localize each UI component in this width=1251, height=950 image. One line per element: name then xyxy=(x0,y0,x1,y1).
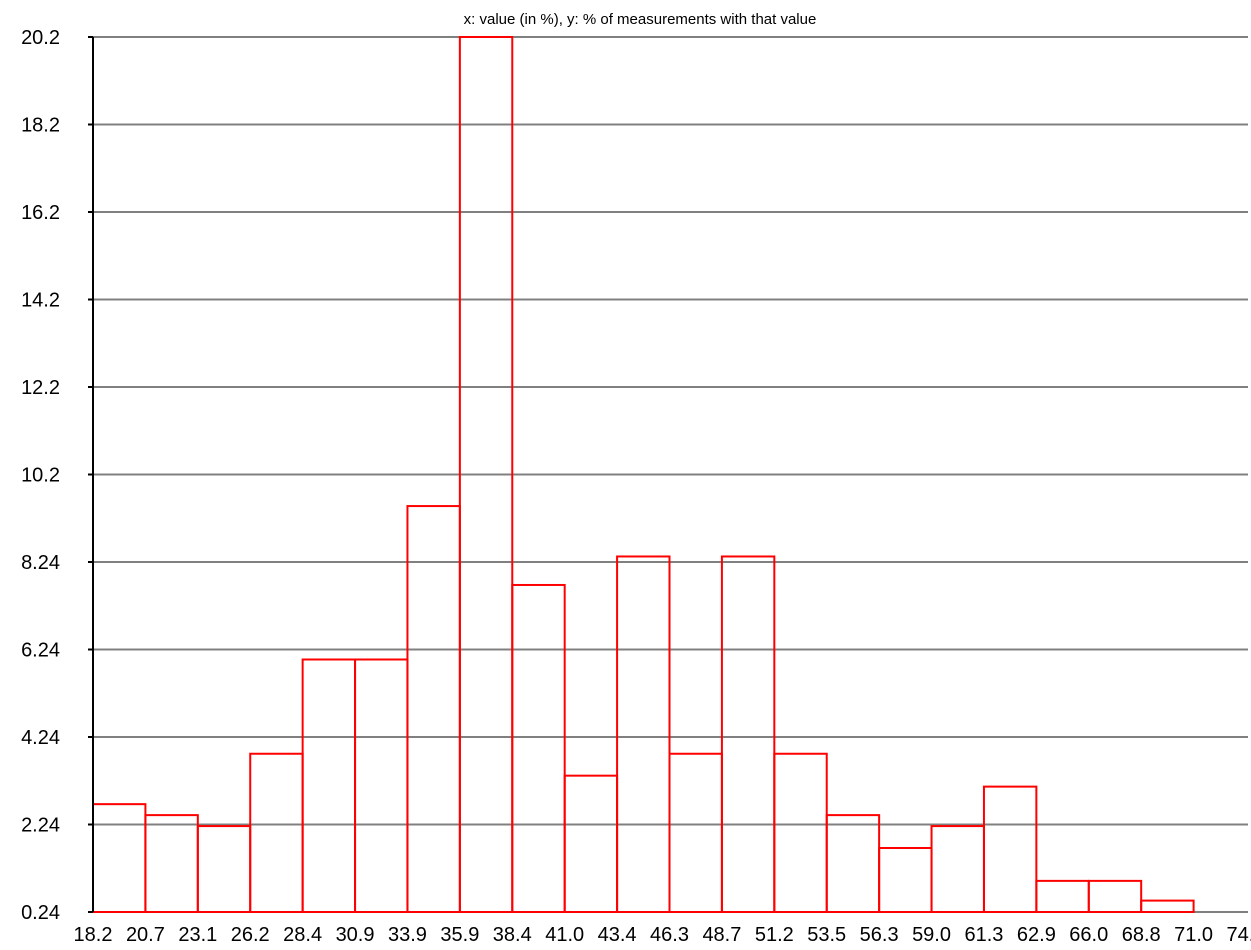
x-tick-label: 18.2 xyxy=(74,924,113,946)
x-tick-label: 71.0 xyxy=(1174,924,1213,946)
x-tick-label: 33.9 xyxy=(388,924,427,946)
histogram-bar xyxy=(1035,879,1090,913)
y-tick-label: 10.2 xyxy=(21,465,60,487)
histogram-bar xyxy=(668,752,723,913)
x-tick-label: 41.0 xyxy=(545,924,584,946)
x-tick-labels: 18.2 20.7 23.1 26.2 28.4 30.9 33.9 35.9 38.4 41.0… xyxy=(74,924,1251,946)
x-tick-label: 28.4 xyxy=(283,924,322,946)
histogram-bar xyxy=(196,825,252,914)
histogram-bar xyxy=(563,774,619,914)
histogram-bar xyxy=(301,658,357,913)
x-tick-label: 43.4 xyxy=(598,924,637,946)
histogram-bar xyxy=(92,803,147,913)
histogram-bar xyxy=(773,752,828,913)
histogram-bar xyxy=(878,846,933,914)
y-tick-label: 0.24 xyxy=(21,902,60,924)
y-tick-label: 20.2 xyxy=(21,27,60,49)
y-tick-label: 16.2 xyxy=(21,202,60,224)
x-tick-label: 48.7 xyxy=(702,924,741,946)
axis-layer xyxy=(88,36,94,913)
y-tick-label: 6.24 xyxy=(21,640,60,662)
x-tick-label: 74.9 xyxy=(1227,924,1251,946)
histogram-bar xyxy=(930,825,985,914)
histogram-bar xyxy=(825,814,881,913)
x-tick-label: 46.3 xyxy=(650,924,689,946)
x-tick-label: 59.0 xyxy=(912,924,951,946)
histogram-bar xyxy=(1140,899,1195,914)
y-tick-label: 2.24 xyxy=(21,815,60,837)
y-tick-labels: 0.24 2.24 4.24 6.24 8.24 10.2 12.2 14.2 16.2 18.2… xyxy=(21,27,60,924)
x-tick-label: 56.3 xyxy=(860,924,899,946)
histogram-bar xyxy=(511,583,566,913)
grid-layer xyxy=(93,36,1248,913)
x-tick-label: 26.2 xyxy=(231,924,270,946)
x-tick-label: 61.3 xyxy=(964,924,1003,946)
y-tick-label: 12.2 xyxy=(21,377,60,399)
chart-title: x: value (in %), y: % of measurements wi… xyxy=(464,11,817,28)
x-tick-label: 62.9 xyxy=(1017,924,1056,946)
y-tick-label: 18.2 xyxy=(21,115,60,137)
histogram-bar xyxy=(616,555,671,913)
x-tick-label: 38.4 xyxy=(493,924,532,946)
x-tick-label: 51.2 xyxy=(755,924,794,946)
histogram-bar xyxy=(458,36,514,913)
y-tick-label: 4.24 xyxy=(21,727,60,749)
x-tick-label: 66.0 xyxy=(1069,924,1108,946)
histogram-bar xyxy=(720,555,776,913)
histogram-bar xyxy=(406,505,461,913)
histogram-bar xyxy=(354,658,409,913)
histogram-bar xyxy=(982,785,1038,914)
x-tick-label: 23.1 xyxy=(178,924,217,946)
histogram-bar xyxy=(144,814,199,913)
x-tick-label: 53.5 xyxy=(807,924,846,946)
histogram-bar xyxy=(1087,879,1143,913)
x-tick-label: 68.8 xyxy=(1122,924,1161,946)
x-tick-label: 30.9 xyxy=(336,924,375,946)
y-tick-label: 8.24 xyxy=(21,552,60,574)
x-tick-label: 35.9 xyxy=(440,924,479,946)
x-tick-label: 20.7 xyxy=(126,924,165,946)
histogram-bar xyxy=(249,752,304,913)
y-tick-label: 14.2 xyxy=(21,290,60,312)
